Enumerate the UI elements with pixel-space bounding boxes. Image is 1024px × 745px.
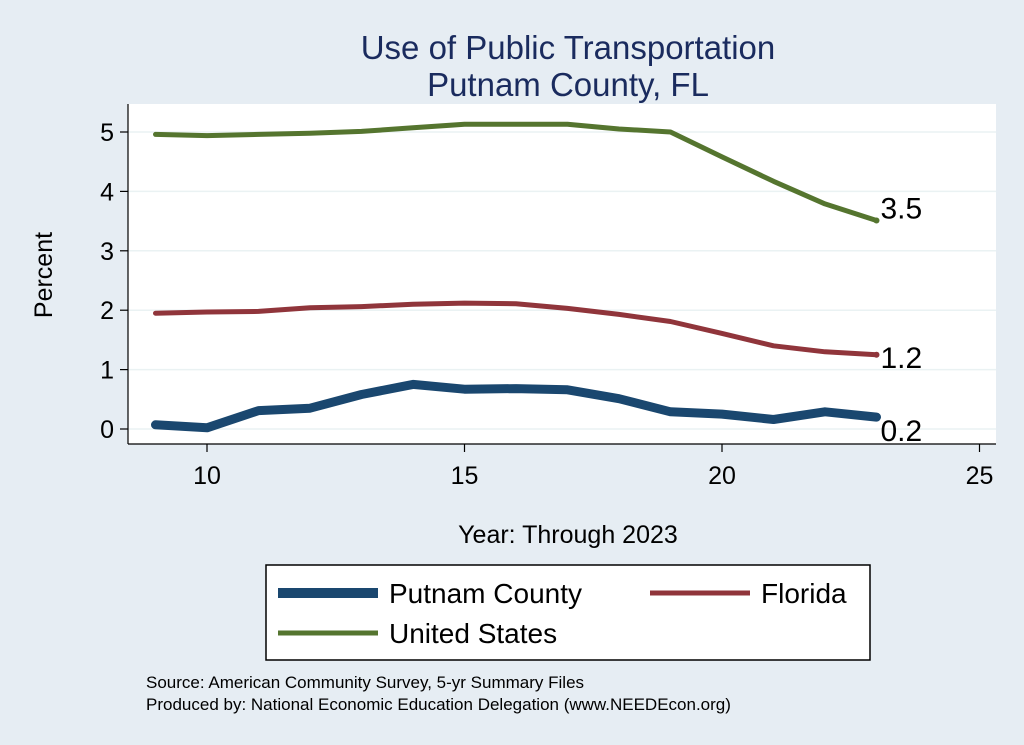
legend: Putnam County Florida United States [265, 564, 871, 661]
end-point-putnam-county [873, 414, 880, 421]
end-label-florida: 1.2 [881, 342, 923, 375]
legend-label-florida: Florida [761, 578, 847, 609]
x-tick-label-20: 20 [708, 462, 736, 490]
legend-label-united-states: United States [389, 618, 557, 649]
chart-title-line-2: Putnam County, FL [427, 66, 709, 103]
end-point-united-states [873, 217, 880, 224]
y-tick-label-0: 0 [100, 416, 114, 444]
source-note: Source: American Community Survey, 5-yr … [146, 673, 584, 692]
x-axis-label: Year: Through 2023 [458, 521, 678, 549]
end-label-putnam-county: 0.2 [881, 415, 923, 448]
y-axis-label: Percent [30, 232, 58, 318]
series-line-united-states [153, 121, 879, 223]
end-point-florida [873, 351, 880, 358]
x-tick-label-25: 25 [966, 462, 994, 490]
legend-box [265, 564, 871, 661]
chart-title-line-1: Use of Public Transportation [361, 29, 776, 66]
x-tick-label-10: 10 [193, 462, 221, 490]
axes: 0 1 2 3 4 5 10 15 20 25 [100, 104, 996, 490]
series-line-florida [153, 300, 879, 358]
x-tick-label-15: 15 [451, 462, 479, 490]
series-line-putnam-county [151, 379, 881, 433]
y-tick-label-3: 3 [100, 238, 114, 266]
y-tick-label-4: 4 [100, 178, 114, 206]
y-tick-label-2: 2 [100, 297, 114, 325]
end-label-united-states: 3.5 [881, 193, 923, 226]
producer-note: Produced by: National Economic Education… [146, 695, 731, 714]
legend-label-putnam-county: Putnam County [389, 578, 582, 609]
y-tick-label-1: 1 [100, 357, 114, 385]
y-tick-label-5: 5 [100, 119, 114, 147]
series-lines: 0.2 1.2 3.5 [151, 121, 923, 448]
